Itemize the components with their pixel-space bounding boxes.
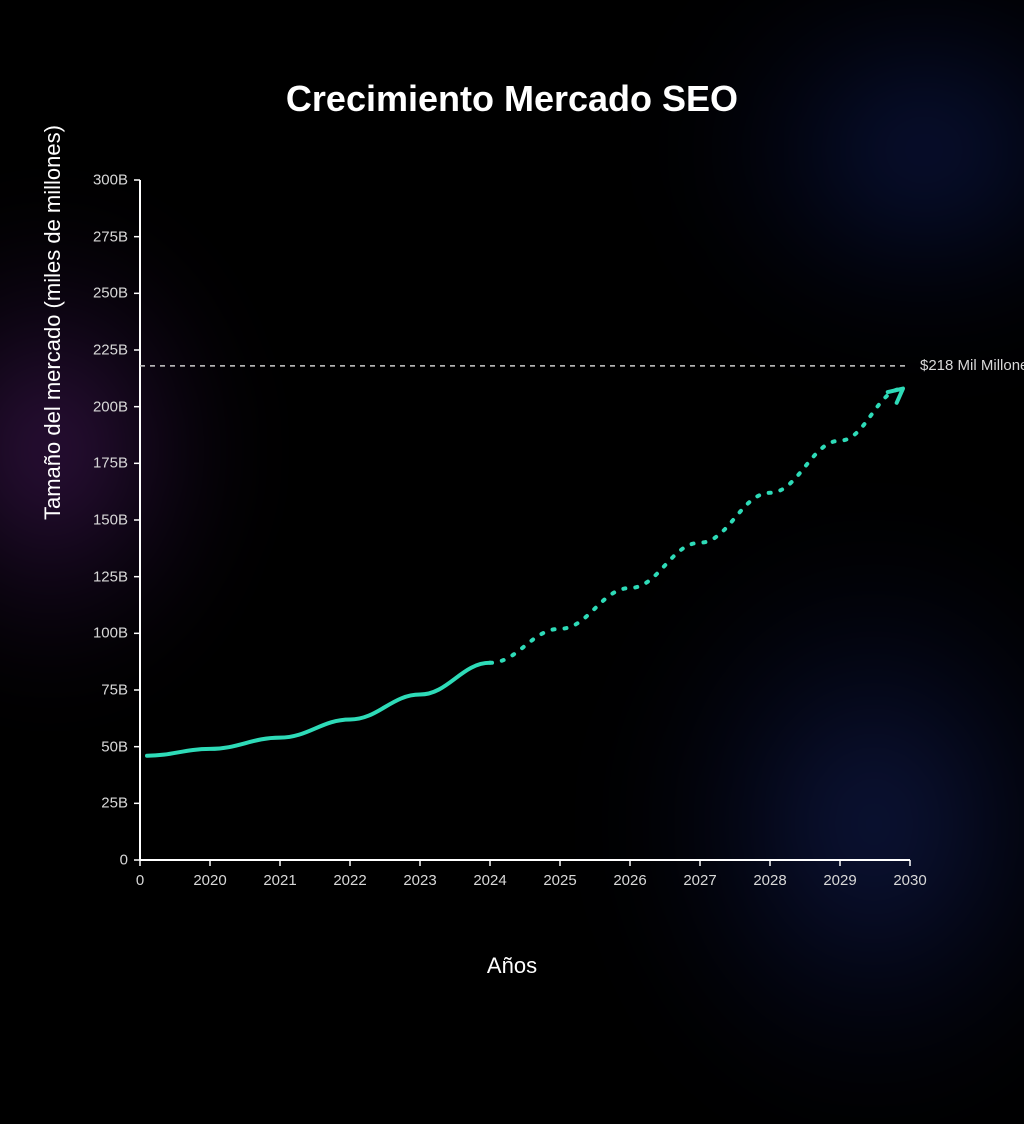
chart-svg xyxy=(140,180,960,900)
x-tick-label: 2026 xyxy=(613,872,646,889)
x-tick-label: 2023 xyxy=(403,872,436,889)
x-axis-label: Años xyxy=(0,953,1024,979)
y-tick-label: 125B xyxy=(68,568,128,585)
x-tick-label: 0 xyxy=(136,872,144,889)
y-tick-label: 225B xyxy=(68,342,128,359)
chart-plot-area xyxy=(140,180,910,860)
x-tick-label: 2029 xyxy=(823,872,856,889)
y-tick-label: 50B xyxy=(68,738,128,755)
y-tick-label: 250B xyxy=(68,285,128,302)
y-tick-label: 300B xyxy=(68,172,128,189)
x-tick-label: 2028 xyxy=(753,872,786,889)
chart-title: Crecimiento Mercado SEO xyxy=(0,78,1024,120)
x-tick-label: 2022 xyxy=(333,872,366,889)
y-tick-label: 275B xyxy=(68,228,128,245)
y-tick-label: 75B xyxy=(68,682,128,699)
y-axis-label: Tamaño del mercado (miles de millones) xyxy=(40,125,66,520)
reference-annotation: $218 Mil Millones USD xyxy=(920,357,1024,374)
y-tick-label: 100B xyxy=(68,625,128,642)
x-tick-label: 2020 xyxy=(193,872,226,889)
x-tick-label: 2021 xyxy=(263,872,296,889)
y-tick-label: 175B xyxy=(68,455,128,472)
y-tick-label: 25B xyxy=(68,795,128,812)
y-tick-label: 150B xyxy=(68,512,128,529)
y-tick-label: 200B xyxy=(68,398,128,415)
x-tick-label: 2027 xyxy=(683,872,716,889)
x-tick-label: 2030 xyxy=(893,872,926,889)
y-tick-label: 0 xyxy=(68,852,128,869)
x-tick-label: 2024 xyxy=(473,872,506,889)
x-tick-label: 2025 xyxy=(543,872,576,889)
